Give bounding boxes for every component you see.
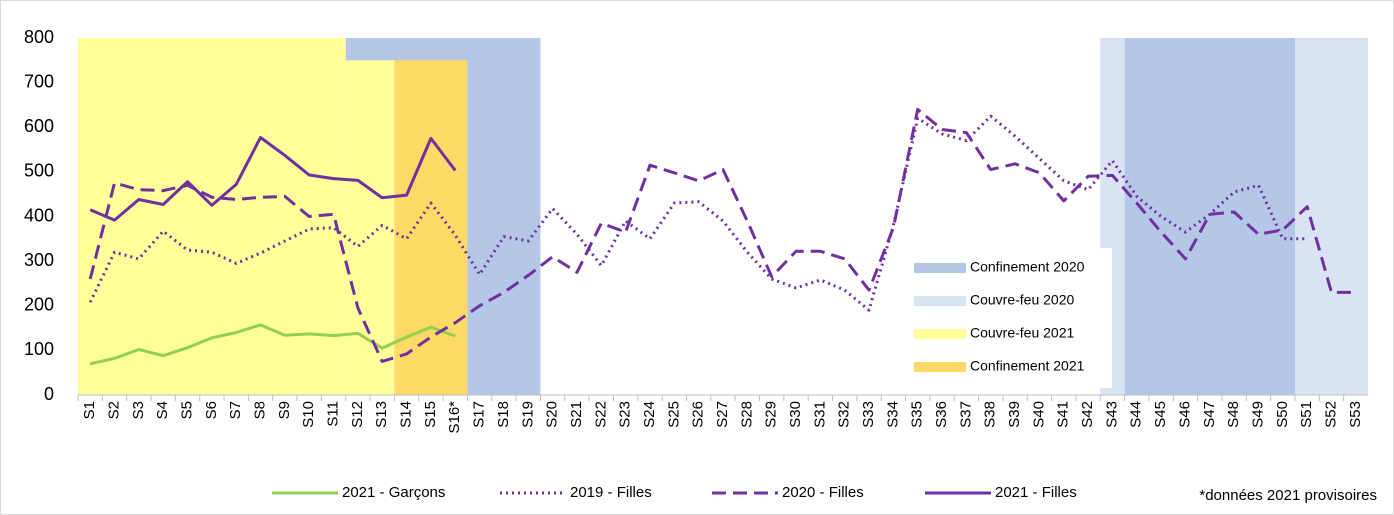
x-tick-label: S39	[1006, 401, 1023, 428]
series-line	[88, 114, 1308, 312]
legend-swatch	[914, 263, 966, 273]
note: *données 2021 provisoires	[1199, 487, 1377, 504]
region-band	[1124, 38, 1295, 395]
x-tick-label: S13	[373, 401, 390, 428]
y-tick-label: 500	[24, 161, 54, 181]
x-tick-label: S15	[422, 401, 439, 428]
x-tick-label: S27	[714, 401, 731, 428]
x-tick-label: S21	[568, 401, 585, 428]
legend-swatch	[914, 362, 966, 372]
x-tick-label: S51	[1298, 401, 1315, 428]
x-tick-label: S49	[1249, 401, 1266, 428]
x-tick-label: S19	[519, 401, 536, 428]
x-tick-label: S34	[884, 401, 901, 428]
x-tick-label: S9	[276, 401, 293, 419]
series-line	[88, 107, 1356, 363]
lines	[88, 107, 1356, 366]
x-tick-label: S4	[154, 401, 171, 419]
x-tick-label: S14	[398, 401, 415, 428]
x-tick-label: S45	[1152, 401, 1169, 428]
x-tick-label: S23	[617, 401, 634, 428]
legend-label: Confinement 2021	[970, 358, 1085, 374]
x-tick-label: S7	[227, 401, 244, 419]
x-tick-label: S1	[81, 401, 98, 419]
x-tick-label: S33	[860, 401, 877, 428]
x-tick-label: S28	[738, 401, 755, 428]
x-tick-label: S17	[471, 401, 488, 428]
x-tick-label: S29	[763, 401, 780, 428]
legend-label: 2021 - Filles	[995, 484, 1077, 501]
x-tick-label: S18	[495, 401, 512, 428]
x-tick-label: S20	[544, 401, 561, 428]
region-band	[394, 60, 468, 395]
x-tick-label: S37	[957, 401, 974, 428]
x-tick-label: S48	[1225, 401, 1242, 428]
x-tick-label: S41	[1055, 401, 1072, 428]
x-tick-label: S30	[787, 401, 804, 428]
x-tick-label: S16*	[446, 401, 463, 434]
y-tick-label: 200	[24, 295, 54, 315]
x-tick-label: S22	[592, 401, 609, 428]
legend-label: Confinement 2020	[970, 259, 1085, 275]
y-tick-label: 300	[24, 250, 54, 270]
legend-swatch	[914, 296, 966, 306]
legend-label: 2019 - Filles	[570, 484, 652, 501]
y-tick-label: 0	[44, 384, 54, 404]
x-tick-label: S26	[690, 401, 707, 428]
x-tick-label: S24	[641, 401, 658, 428]
legend-swatch	[914, 329, 966, 339]
x-tick-label: S32	[836, 401, 853, 428]
x-tick-label: S6	[203, 401, 220, 419]
series-line	[89, 323, 456, 366]
x-tick-label: S25	[665, 401, 682, 428]
legend-label: 2020 - Filles	[782, 484, 864, 501]
x-tick-label: S8	[252, 401, 269, 419]
x-tick-label: S43	[1103, 401, 1120, 428]
y-tick-label: 400	[24, 205, 54, 225]
x-tick-label: S40	[1030, 401, 1047, 428]
x-tick-label: S53	[1347, 401, 1364, 428]
x-tick-label: S47	[1201, 401, 1218, 428]
x-tick-label: S46	[1176, 401, 1193, 428]
axes: 0 100 200 300 400 500 600 700 800 S1 S2 S3 S4 S5 S6 S7 S…	[24, 27, 1368, 434]
x-tick-label: S38	[982, 401, 999, 428]
regions	[78, 38, 1368, 395]
y-tick-label: 700	[24, 71, 54, 91]
legend-label: 2021 - Garçons	[342, 484, 445, 501]
x-tick-label: S10	[300, 401, 317, 428]
legend: 2021 - Garçons 2019 - Filles 2020 - Filles…	[272, 259, 1085, 501]
x-tick-label: S11	[325, 401, 342, 427]
y-tick-label: 100	[24, 339, 54, 359]
x-tick-label: S42	[1079, 401, 1096, 428]
y-tick-label: 800	[24, 27, 54, 47]
x-tick-label: S36	[933, 401, 950, 428]
x-tick-label: S31	[811, 401, 828, 428]
x-tick-label: S2	[105, 401, 122, 419]
legend-label: Couvre-feu 2021	[970, 325, 1075, 341]
y-tick-label: 600	[24, 116, 54, 136]
legend-label: Couvre-feu 2020	[970, 292, 1075, 308]
x-tick-label: S3	[130, 401, 147, 419]
x-tick-label: S35	[909, 401, 926, 428]
region-band	[1294, 38, 1368, 395]
series-line	[89, 136, 457, 222]
x-tick-label: S52	[1322, 401, 1339, 428]
x-tick-label: S50	[1274, 401, 1291, 428]
x-tick-label: S44	[1128, 401, 1145, 428]
x-tick-label: S12	[349, 401, 366, 428]
x-tick-label: S5	[178, 401, 195, 419]
